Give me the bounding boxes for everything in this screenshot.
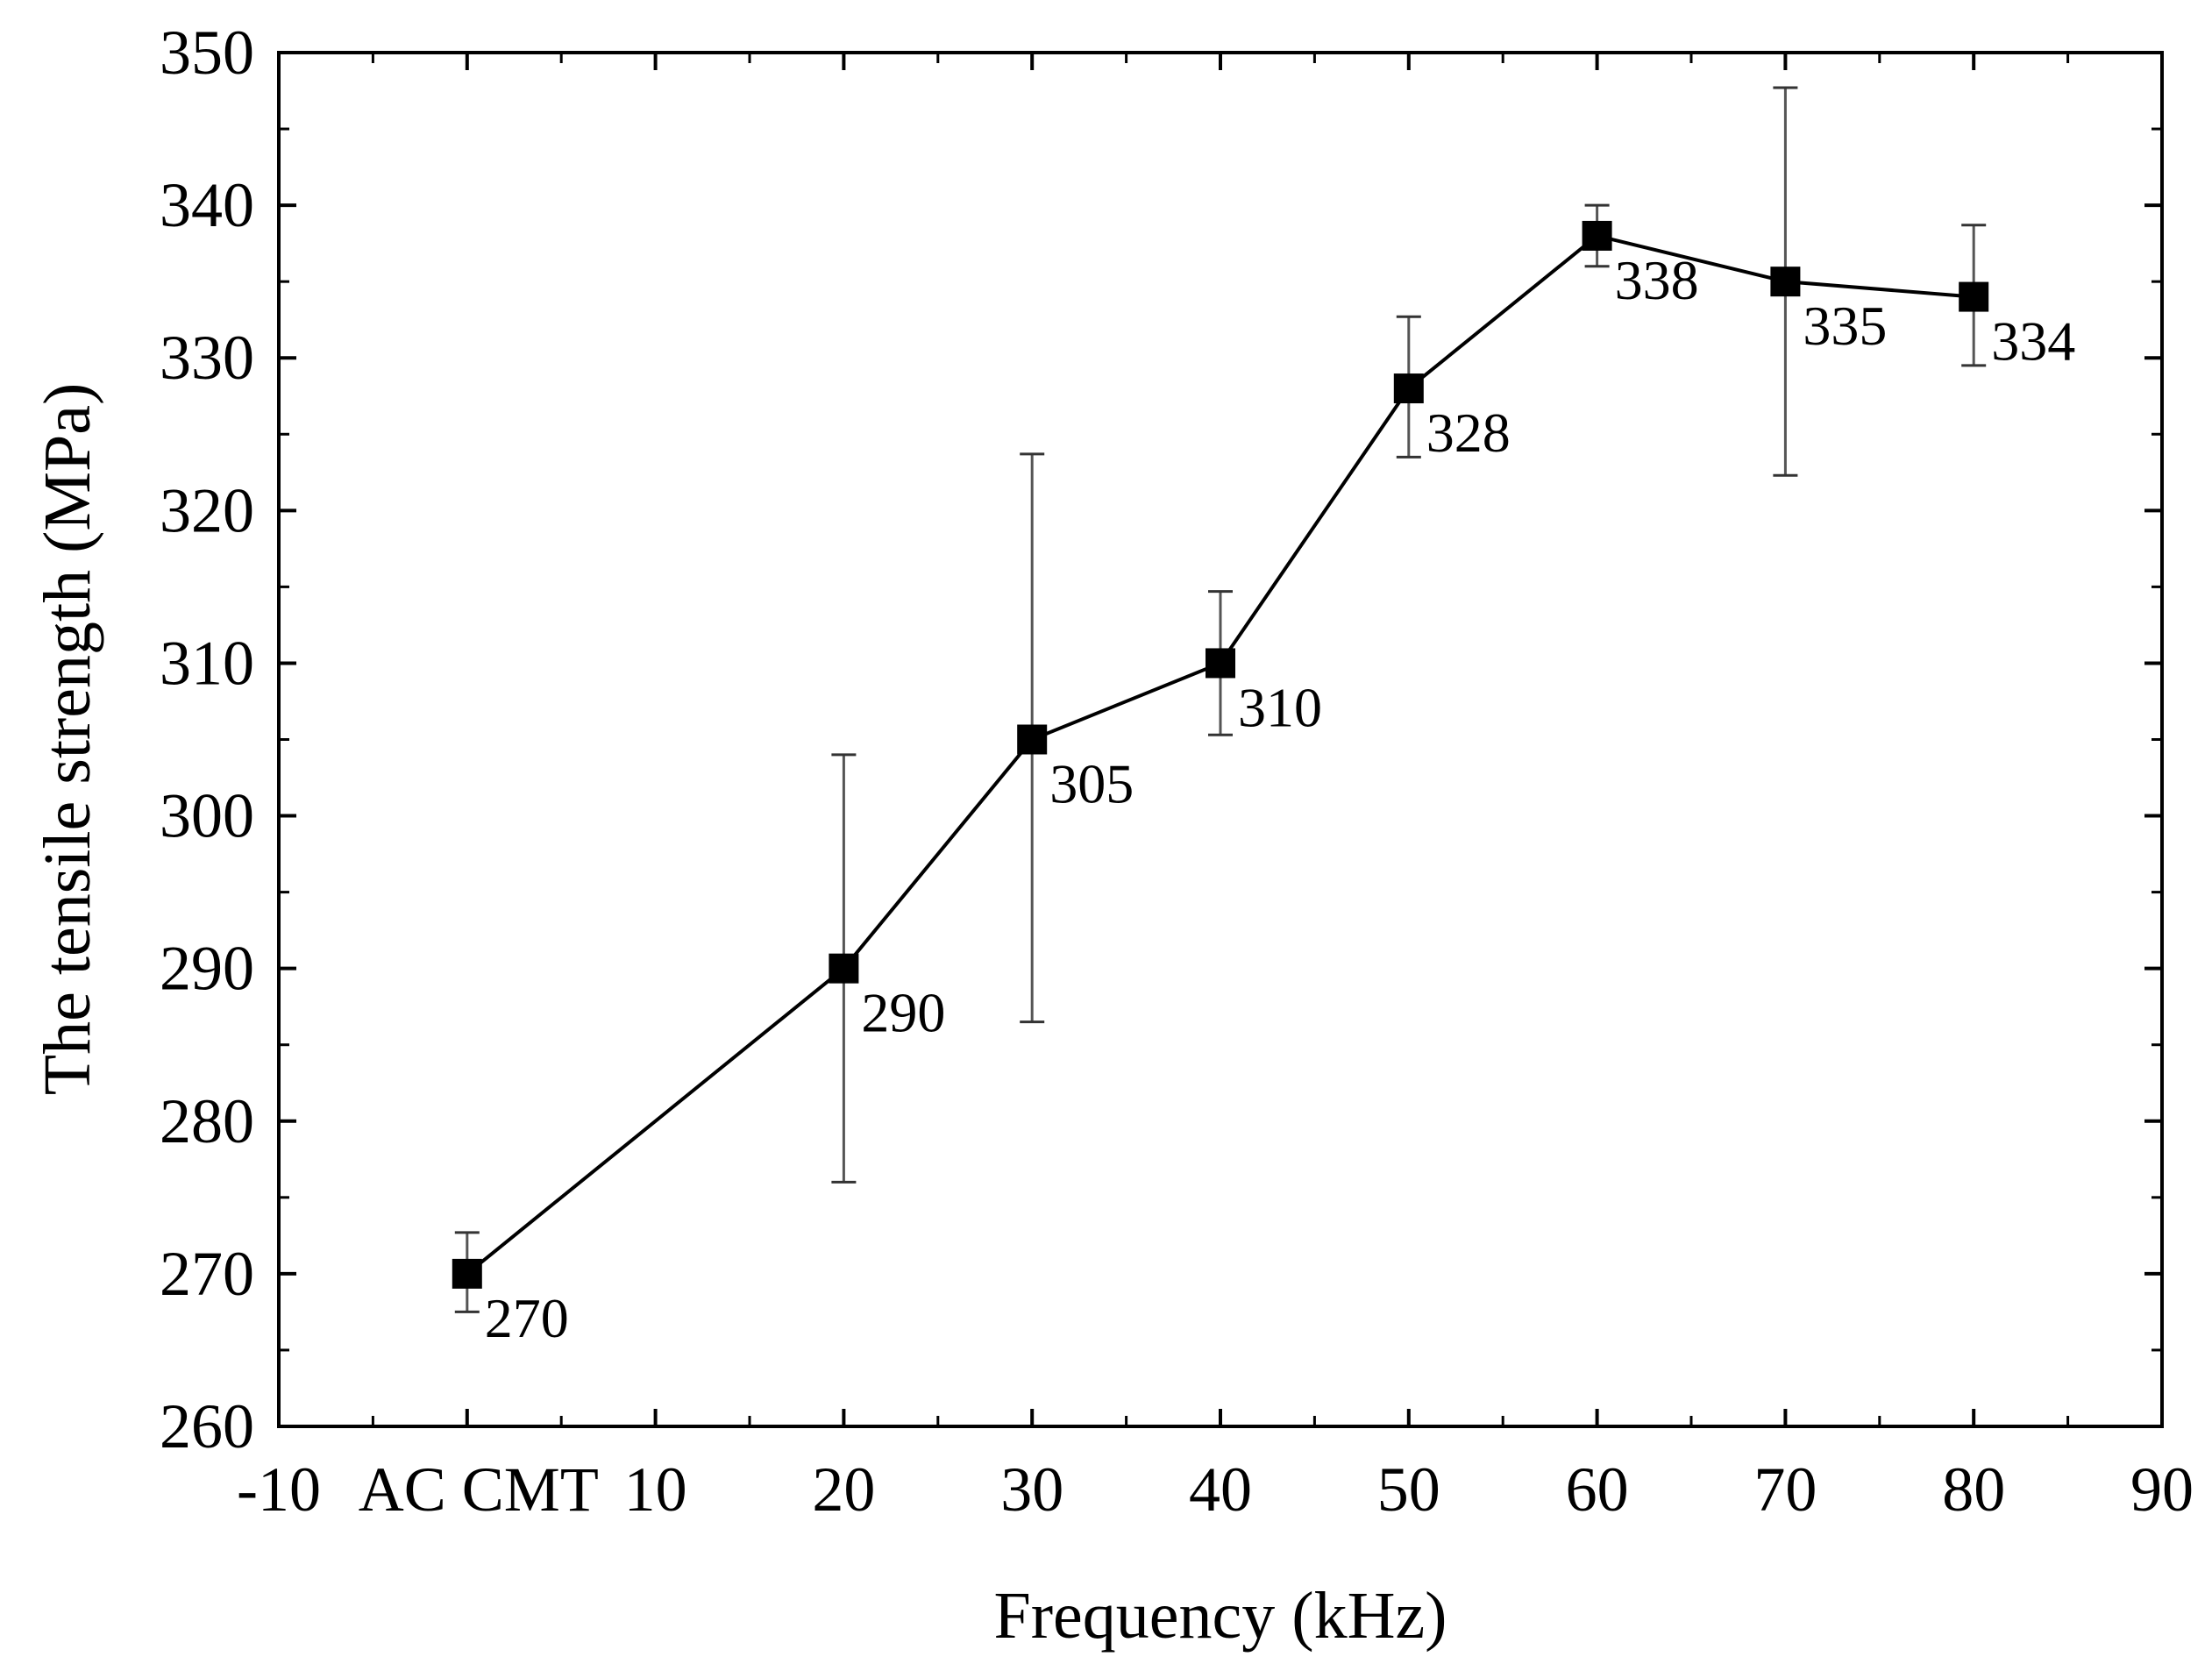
- x-tick-label: 30: [1000, 1454, 1063, 1525]
- series-line: [466, 233, 1974, 1276]
- y-tick-label: 280: [160, 1086, 254, 1156]
- x-tick-label: 40: [1189, 1454, 1252, 1525]
- data-label: 338: [1615, 249, 1699, 311]
- label-layer: 270 290 305 310 328 338 335 334: [485, 249, 2075, 1349]
- data-point-marker: [1206, 648, 1235, 679]
- data-point-marker: [1582, 220, 1612, 251]
- x-tick-label: 60: [1566, 1454, 1629, 1525]
- data-label: 328: [1426, 402, 1511, 464]
- data-point-marker: [1959, 281, 1989, 312]
- y-tick-label: 260: [160, 1391, 254, 1461]
- data-label: 305: [1049, 753, 1134, 815]
- x-tick-label: 80: [1942, 1454, 2005, 1525]
- line-layer: [466, 233, 1974, 1276]
- plot-frame: [277, 51, 2164, 1428]
- y-tick-label: 290: [160, 934, 254, 1004]
- data-point-marker: [829, 953, 859, 984]
- x-tick-label: 10: [624, 1454, 687, 1525]
- y-axis-title: The tensile strength (MPa): [31, 383, 104, 1096]
- data-label: 335: [1803, 295, 1887, 357]
- y-tick-label: 310: [160, 628, 254, 698]
- y-tick-label: 350: [160, 18, 254, 88]
- data-point-marker: [452, 1258, 482, 1289]
- x-tick-label: 20: [812, 1454, 875, 1525]
- data-label: 270: [485, 1287, 569, 1349]
- x-tick-label: AC CMT: [359, 1454, 599, 1525]
- y-tick-label: 300: [160, 781, 254, 851]
- y-tick-label: 330: [160, 323, 254, 393]
- x-tick-label: 90: [2130, 1454, 2194, 1525]
- y-tick-label: 340: [160, 170, 254, 240]
- data-label: 334: [1991, 310, 2075, 373]
- data-point-marker: [1393, 373, 1424, 404]
- y-tick-label: 320: [160, 475, 254, 545]
- data-label: 290: [861, 982, 945, 1044]
- y-tick-label: 270: [160, 1239, 254, 1309]
- data-point-marker: [1017, 724, 1048, 755]
- x-tick-label: 70: [1753, 1454, 1817, 1525]
- x-tick-label: 50: [1377, 1454, 1440, 1525]
- ticks-layer: 260 270 280 290 300 310 320 330 340 350 -10 AC CMT 1…: [160, 18, 2194, 1525]
- errorbar-layer: [454, 86, 1987, 1313]
- data-point-marker: [1770, 267, 1801, 297]
- x-axis-title: Frequency (kHz): [993, 1579, 1447, 1653]
- marker-layer: [452, 220, 1989, 1289]
- data-label: 310: [1238, 676, 1322, 738]
- x-tick-label: -10: [237, 1454, 321, 1525]
